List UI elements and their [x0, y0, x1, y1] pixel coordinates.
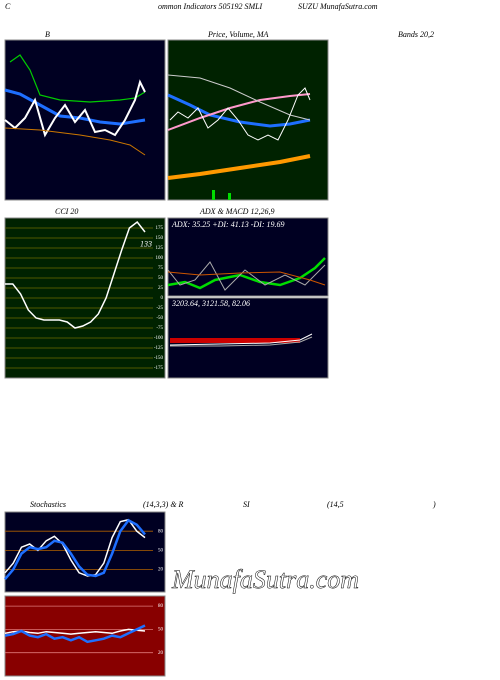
deco-bar	[170, 338, 300, 343]
y-tick-label: 100	[156, 256, 164, 261]
series-line	[4, 628, 146, 635]
y-tick-label: -25	[156, 306, 163, 311]
annotation: 133	[140, 240, 152, 249]
panel-title: ADX & MACD 12,26,9	[199, 207, 274, 216]
panel	[4, 511, 166, 593]
deco-line	[169, 333, 313, 346]
y-tick-label: 25	[158, 286, 164, 291]
y-tick-label: -150	[154, 356, 164, 361]
deco-line	[4, 79, 146, 138]
y-tick-label: -50	[156, 316, 163, 321]
deco-line	[170, 336, 313, 347]
y-tick-label: 125	[156, 246, 164, 251]
deco-line	[167, 93, 311, 128]
panel-title: SI	[243, 500, 250, 509]
deco-bar	[212, 190, 215, 200]
header-right: SUZU MunafaSutra.com	[298, 2, 378, 11]
deco-line	[167, 257, 326, 290]
macd-text: 3203.64, 3121.58, 82.06	[171, 299, 250, 308]
y-tick-label: 50	[158, 276, 164, 281]
panel-title: Stochastics	[30, 500, 66, 509]
panel-title: )	[432, 500, 436, 509]
header-title: ommon Indicators 505192 SMLI	[158, 2, 263, 11]
y-tick-label: -175	[154, 366, 164, 371]
y-tick-label: 80	[158, 529, 164, 534]
panel-title: (14,5	[327, 500, 344, 509]
y-tick-label: -75	[156, 326, 163, 331]
deco-line	[9, 54, 146, 103]
panel-title: CCI 20	[55, 207, 78, 216]
y-tick-label: -125	[154, 346, 164, 351]
watermark: MunafaSutra.com	[171, 565, 359, 594]
y-tick-label: 175	[156, 226, 164, 231]
adx-text: ADX: 35.25 +DI: 41.13 -DI: 19.69	[171, 220, 285, 229]
y-tick-label: 20	[158, 651, 164, 656]
deco-line	[169, 87, 311, 141]
deco-line	[167, 74, 311, 121]
series-line	[5, 220, 146, 329]
panel-title: Price, Volume, MA	[207, 30, 269, 39]
panel-title: B	[45, 30, 50, 39]
series-line	[4, 624, 146, 644]
deco-line	[167, 271, 326, 286]
y-tick-label: -100	[154, 336, 164, 341]
y-tick-label: 75	[158, 266, 164, 271]
panel-title: Bands 20,2	[398, 30, 434, 39]
series-line	[4, 518, 146, 581]
series-line	[4, 518, 146, 577]
deco-line	[4, 127, 146, 156]
y-tick-label: 80	[158, 604, 164, 609]
deco-line	[167, 154, 311, 180]
deco-line	[167, 93, 311, 131]
y-tick-label: 150	[156, 236, 164, 241]
deco-line	[167, 261, 326, 291]
y-tick-label: 50	[158, 628, 164, 633]
header-left: C	[5, 2, 11, 11]
deco-line	[4, 88, 146, 126]
y-tick-label: 0	[161, 296, 164, 301]
y-tick-label: 50	[158, 549, 164, 554]
y-tick-label: 20	[158, 568, 164, 573]
panel-title: (14,3,3) & R	[143, 500, 184, 509]
deco-bar	[228, 193, 231, 200]
